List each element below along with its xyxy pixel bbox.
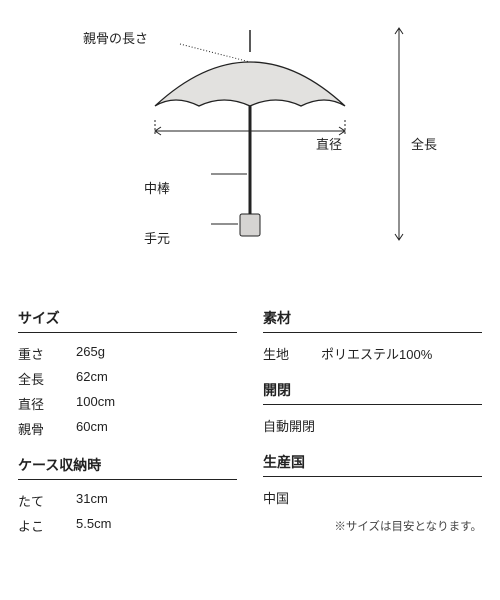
size-k-0: 重さ (18, 344, 76, 363)
right-column: 素材 生地 ポリエステル100% 開閉 自動開閉 生産国 中国 ※サイズは目安と… (263, 294, 482, 538)
label-handle: 手元 (144, 228, 170, 247)
mat-k-0: 生地 (263, 344, 321, 363)
size-v-2: 100cm (76, 394, 115, 413)
size-v-3: 60cm (76, 419, 108, 438)
size-v-0: 265g (76, 344, 105, 363)
left-column: サイズ 重さ265g 全長62cm 直径100cm 親骨60cm ケース収納時 … (18, 294, 237, 538)
material-title: 素材 (263, 308, 482, 333)
casesize-title: ケース収納時 (18, 455, 237, 480)
size-k-3: 親骨 (18, 419, 76, 438)
material-row: 生地 ポリエステル100% (263, 341, 482, 366)
oc-v-0: 自動開閉 (263, 416, 315, 435)
label-shaft: 中棒 (144, 178, 170, 197)
spec-columns: サイズ 重さ265g 全長62cm 直径100cm 親骨60cm ケース収納時 … (18, 294, 482, 538)
size-k-2: 直径 (18, 394, 76, 413)
country-row: 中国 (263, 485, 482, 510)
country-v-0: 中国 (263, 488, 289, 507)
label-fulllength: 全長 (411, 134, 437, 153)
country-title: 生産国 (263, 452, 482, 477)
label-riblength: 親骨の長さ (83, 28, 148, 47)
canopy (155, 62, 345, 106)
case-v-1: 5.5cm (76, 516, 111, 535)
grip (240, 214, 260, 236)
riblen-guide (180, 44, 250, 62)
openclose-title: 開閉 (263, 380, 482, 405)
size-note: ※サイズは目安となります。 (263, 518, 482, 534)
label-diameter: 直径 (316, 134, 342, 153)
size-diagram: 親骨の長さ 直径 全長 中棒 手元 (18, 14, 482, 274)
case-k-0: たて (18, 491, 76, 510)
case-k-1: よこ (18, 516, 76, 535)
case-v-0: 31cm (76, 491, 108, 510)
mat-v-0: ポリエステル100% (321, 344, 432, 363)
fulllength-arrow (394, 24, 404, 244)
size-rows: 重さ265g 全長62cm 直径100cm 親骨60cm (18, 341, 237, 441)
size-k-1: 全長 (18, 369, 76, 388)
size-v-1: 62cm (76, 369, 108, 388)
openclose-row: 自動開閉 (263, 413, 482, 438)
size-title: サイズ (18, 308, 237, 333)
casesize-rows: たて31cm よこ5.5cm (18, 488, 237, 538)
